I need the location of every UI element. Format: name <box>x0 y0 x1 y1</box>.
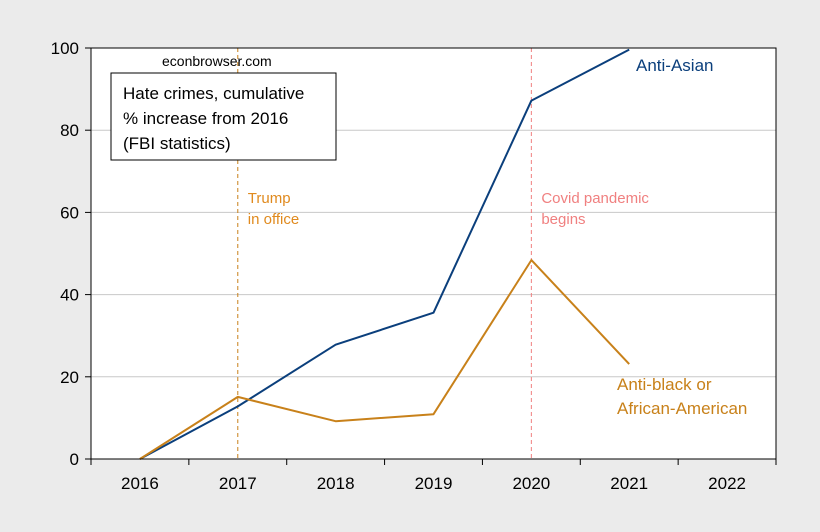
x-tick-label: 2018 <box>317 474 355 493</box>
series-label: Anti-Asian <box>636 56 713 75</box>
series-line <box>139 48 630 460</box>
chart-title-line-2: % increase from 2016 <box>123 109 288 128</box>
chart-title-line-1: Hate crimes, cumulative <box>123 84 304 103</box>
y-tick-label: 40 <box>60 286 79 305</box>
x-tick-label: 2019 <box>415 474 453 493</box>
annotation-text: in office <box>248 211 299 228</box>
axes: 0 20 40 60 80 100 2016 2017 2018 2019 2020 2021 2022 <box>51 39 777 493</box>
y-tick-label: 60 <box>60 203 79 222</box>
y-tick-label: 80 <box>60 121 79 140</box>
annotation-text: begins <box>541 211 585 228</box>
x-tick-label: 2017 <box>219 474 257 493</box>
y-tick-label: 100 <box>51 39 79 58</box>
source-label: econbrowser.com <box>162 53 272 69</box>
chart-title-line-3: (FBI statistics) <box>123 134 231 153</box>
y-tick-label: 0 <box>70 450 79 469</box>
annotation-text: Trump <box>248 190 291 207</box>
plot-frame <box>90 47 777 460</box>
x-tick-label: 2022 <box>708 474 746 493</box>
x-tick-label: 2021 <box>610 474 648 493</box>
annotation-text: Covid pandemic <box>541 190 649 207</box>
annotation-lines <box>237 48 532 459</box>
y-tick-label: 20 <box>60 368 79 387</box>
x-tick-label: 2020 <box>512 474 550 493</box>
series-line <box>139 259 630 460</box>
labels: Trump in office Covid pandemic begins Anti-A… <box>248 56 748 418</box>
series-lines <box>139 48 630 460</box>
title-box <box>110 72 337 161</box>
series-label: African-American <box>617 399 747 418</box>
x-tick-label: 2016 <box>121 474 159 493</box>
series-label: Anti-black or <box>617 375 712 394</box>
